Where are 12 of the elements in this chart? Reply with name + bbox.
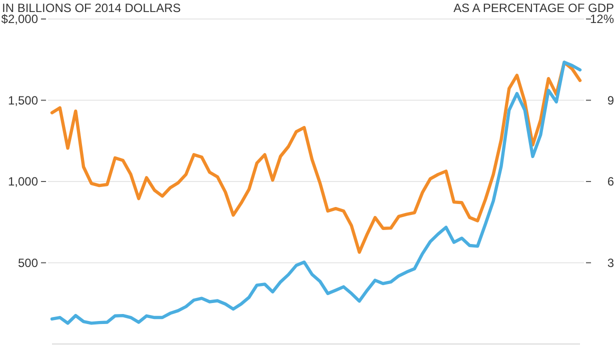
y-axis-title: IN BILLIONS OF 2014 DOLLARS (2, 1, 181, 15)
line-series (50, 60, 582, 325)
y2-tick-label: 3 (607, 256, 614, 270)
line-series (50, 60, 582, 254)
y2-axis-title: AS A PERCENTAGE OF GDP (454, 1, 614, 15)
y-tick-label: 500 (18, 256, 38, 270)
y-tick-label: 1,000 (8, 174, 38, 189)
y2-tick-label: 9 (607, 93, 614, 108)
y-tick-label: $2,000 (1, 12, 38, 26)
y2-tick-label: 12% (590, 12, 614, 26)
y2-tick-label: 6 (607, 174, 614, 189)
y-tick-label: 1,500 (8, 93, 38, 108)
